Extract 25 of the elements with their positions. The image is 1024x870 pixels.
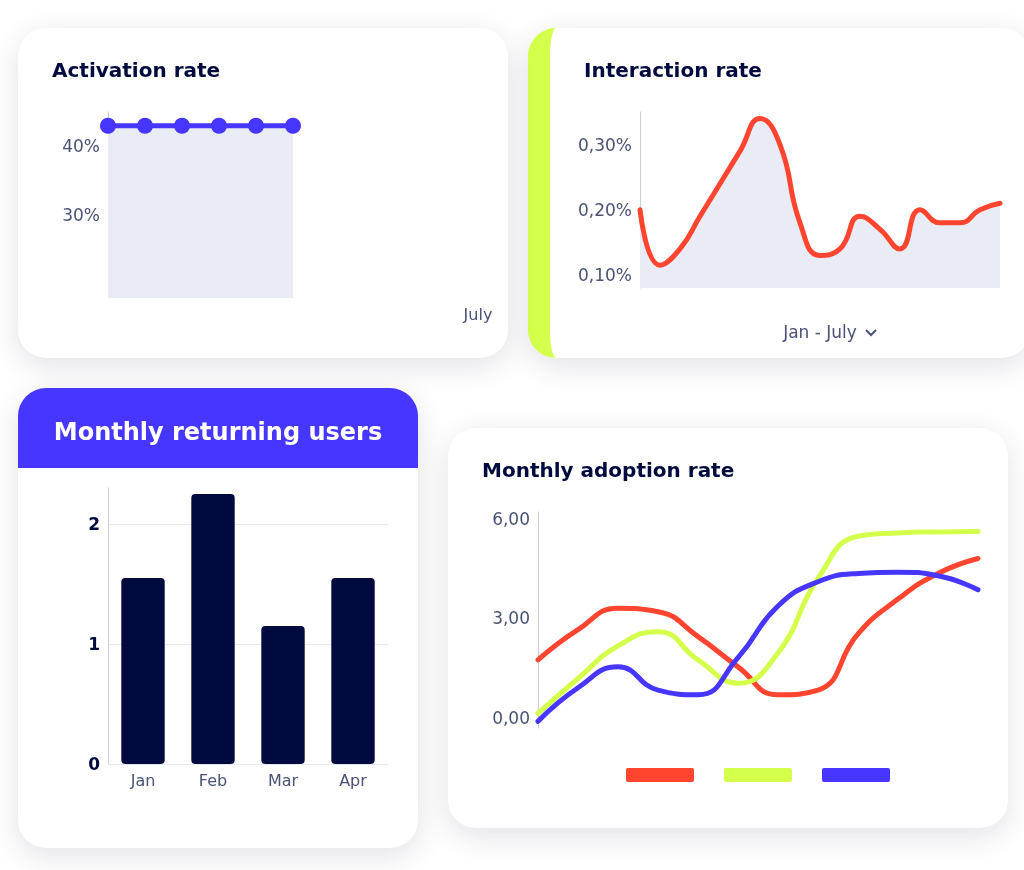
chart-title: Monthly adoption rate xyxy=(481,457,736,484)
y-tick-label: 0,30% xyxy=(577,134,632,155)
x-axis-title: Jan - July xyxy=(783,322,857,342)
y-tick-label: 2 xyxy=(88,514,100,534)
x-tick-label: Feb xyxy=(198,770,228,790)
y-tick-label: 6,00 xyxy=(492,508,530,529)
x-tick-label: Mar xyxy=(267,770,299,790)
y-tick-label: 30% xyxy=(62,205,100,226)
y-tick-label: 0,00 xyxy=(492,708,530,729)
chart-title: Activation rate xyxy=(51,57,222,84)
bar xyxy=(261,626,305,764)
chart-title: Interaction rate xyxy=(583,57,763,84)
y-tick-label: 0 xyxy=(88,754,101,774)
x-tick-label: July xyxy=(462,304,493,324)
chart-title: Monthly returning users xyxy=(18,388,418,468)
bar xyxy=(331,578,375,764)
y-tick-label: 40% xyxy=(62,136,100,157)
bar xyxy=(121,578,165,764)
y-tick-label: 1 xyxy=(88,634,100,654)
bar xyxy=(191,494,235,764)
y-tick-label: 3,00 xyxy=(492,608,530,629)
y-tick-label: 0,20% xyxy=(577,199,632,220)
x-tick-label: Apr xyxy=(339,770,368,790)
x-tick-label: Jan xyxy=(129,770,156,790)
y-tick-label: 0,10% xyxy=(577,264,632,285)
